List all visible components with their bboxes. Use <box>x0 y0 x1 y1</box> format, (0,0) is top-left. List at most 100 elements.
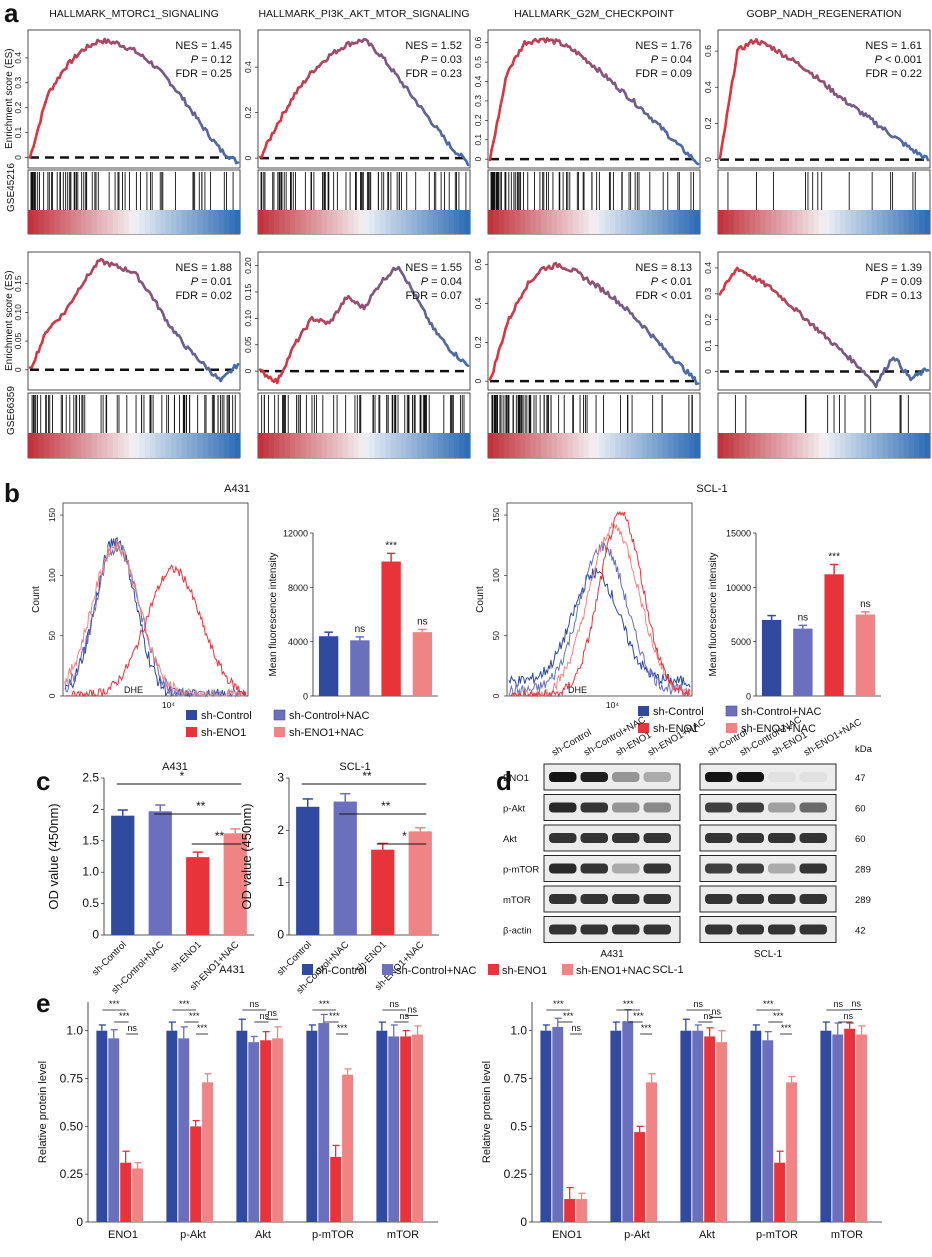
heat-segment <box>448 210 455 234</box>
blot-band <box>612 863 640 874</box>
heat-segment <box>620 210 627 234</box>
heat-segment <box>818 210 825 234</box>
bar <box>306 1030 318 1222</box>
y-tick-label: 0.5 <box>82 896 99 910</box>
panel-label-a: a <box>4 0 19 28</box>
heat-segment <box>369 210 376 234</box>
heat-segment <box>797 210 804 234</box>
blot-band <box>768 894 796 904</box>
legend-text: sh-ENO1 <box>201 727 246 739</box>
heat-segment <box>678 433 685 458</box>
p-value: P = 0.09 <box>881 276 922 288</box>
heat-segment <box>390 433 397 458</box>
heat-segment <box>562 433 569 458</box>
bar <box>96 1030 108 1222</box>
gsea-plot: HALLMARK_MTORC1_SIGNALING 0 0.1 0.2 0.3 0.4 NE… <box>13 8 241 235</box>
sig-label: *** <box>763 999 774 1009</box>
heat-segment <box>924 210 931 234</box>
bar <box>824 574 844 696</box>
heat-segment <box>229 210 236 234</box>
sig-label: *** <box>319 999 330 1009</box>
heat-segment <box>631 210 637 234</box>
y-tick-label: 0 <box>303 692 308 702</box>
y-tick-label: 0.4 <box>13 52 23 64</box>
fdr-value: FDR = 0.23 <box>405 68 462 80</box>
y-tick-label: 0.4 <box>243 61 253 73</box>
heat-segment <box>81 210 87 234</box>
sig-label: ns <box>833 999 843 1009</box>
gsea-title: HALLMARK_PI3K_AKT_MTOR_SIGNALING <box>258 8 469 20</box>
heat-segment <box>839 210 846 234</box>
heat-segment <box>877 433 883 458</box>
es-curve-segment <box>725 102 730 116</box>
heat-segment <box>908 433 915 458</box>
bar <box>202 1082 213 1222</box>
p-text: < 0.01 <box>658 276 692 288</box>
bar <box>680 1030 692 1222</box>
bar <box>610 1030 622 1222</box>
heat-segment <box>176 433 183 458</box>
chart-title-e-scl1: SCL-1 <box>652 964 683 976</box>
blot-band <box>736 772 764 782</box>
heat-segment <box>96 433 103 458</box>
y-tick-label: 1.0 <box>66 1024 83 1038</box>
heat-segment <box>149 433 156 458</box>
y-tick-label: 2 <box>92 802 99 816</box>
heat-segment <box>422 433 429 458</box>
es-curve-segment <box>234 362 240 370</box>
legend-swatch <box>638 723 649 733</box>
heat-segment <box>718 433 724 458</box>
flow-histogram: 0 50 100 150 Count 10⁴ DHE <box>475 502 693 710</box>
heat-segment <box>744 433 751 458</box>
y-tick-label: 0.4 <box>703 81 713 93</box>
y-tick-label: 0.05 <box>13 333 23 350</box>
heat-segment <box>903 210 910 234</box>
heat-segment <box>43 210 50 234</box>
p-value: P = 0.01 <box>191 276 232 288</box>
y-tick-label: 0.10 <box>13 304 23 321</box>
bar <box>330 1156 342 1222</box>
heat-segment <box>316 210 323 234</box>
y-tick-label: 8000 <box>288 583 308 593</box>
es-curve-segment <box>493 121 499 136</box>
heat-segment <box>850 210 857 234</box>
flow-xlabel: DHE <box>124 685 143 695</box>
blot-band <box>768 772 796 782</box>
heat-segment <box>321 433 328 458</box>
heat-segment <box>786 210 793 234</box>
bar <box>750 1030 762 1222</box>
legend-text: sh-Control <box>653 706 704 718</box>
p-text: = 0.03 <box>428 54 462 66</box>
bar <box>376 1030 388 1222</box>
heat-segment <box>295 210 301 234</box>
x-tick-label: p-Akt <box>180 1229 206 1241</box>
heat-segment <box>519 433 526 458</box>
heat-segment <box>808 433 814 458</box>
bar <box>820 1030 832 1222</box>
heat-segment <box>546 210 553 234</box>
heat-segment <box>411 210 418 234</box>
bar <box>350 640 370 696</box>
heat-segment <box>202 210 209 234</box>
heat-segment <box>107 210 114 234</box>
heat-segment <box>919 210 926 234</box>
p-symbol: P <box>651 54 659 66</box>
heat-segment <box>488 433 494 458</box>
y-axis-label: Mean fluorescence intensity <box>708 553 719 677</box>
heat-segment <box>578 433 584 458</box>
y-tick-label: 1.5 <box>82 833 99 847</box>
heat-segment <box>845 433 852 458</box>
blot-band <box>643 833 671 843</box>
blot-band <box>643 802 671 813</box>
flow-ylabel: Count <box>475 586 486 613</box>
heat-segment <box>599 433 606 458</box>
heat-segment <box>662 433 669 458</box>
es-curve-segment <box>464 159 470 167</box>
flow-curve <box>509 522 691 698</box>
sig-label: *** <box>641 1023 652 1033</box>
heat-segment <box>673 433 680 458</box>
panel-label-d: d <box>496 766 512 796</box>
y-tick-label: 1.0 <box>82 865 99 879</box>
heat-segment <box>112 210 119 234</box>
heat-segment <box>65 210 71 234</box>
